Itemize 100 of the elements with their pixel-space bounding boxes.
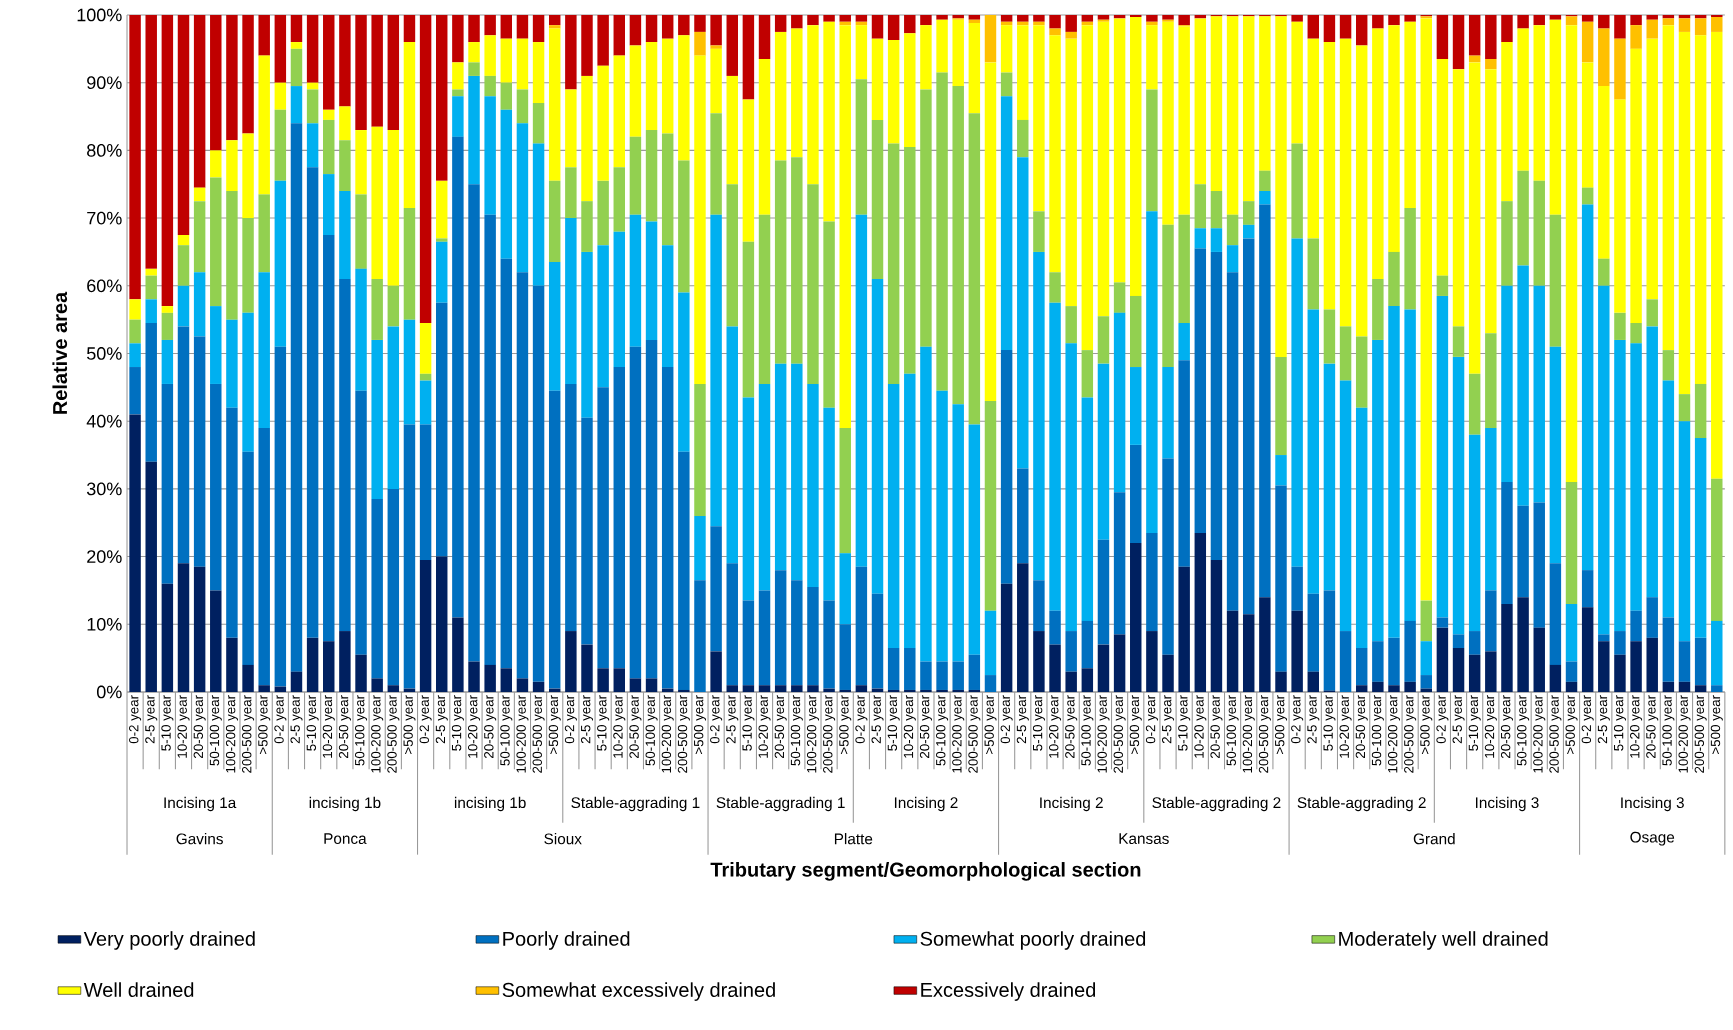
x-tick-label: 0-2 year bbox=[1000, 695, 1013, 744]
x-tick-label: 20-50 year bbox=[1500, 695, 1513, 758]
x-tick-label: 0-2 year bbox=[1581, 695, 1594, 744]
x-tick-label: 10-20 year bbox=[1194, 695, 1207, 758]
x-tick-label: 20-50 year bbox=[1210, 695, 1223, 758]
x-tick-label: 10-20 year bbox=[177, 695, 190, 758]
x-tick-label: >500 year bbox=[1565, 695, 1578, 754]
x-tick-label: 50-100 year bbox=[1517, 695, 1530, 766]
y-tick-label: 80% bbox=[87, 144, 122, 157]
text: Osage bbox=[1630, 831, 1675, 846]
x-tick-label: 20-50 year bbox=[919, 695, 932, 758]
x-tick-label: >500 year bbox=[693, 695, 706, 754]
y-tick-label: 30% bbox=[86, 482, 122, 496]
x-tick-label: 0-2 year bbox=[855, 695, 868, 744]
x-tick-label: 50-100 year bbox=[936, 695, 949, 766]
x-tick-label: 2-5 year bbox=[1597, 695, 1610, 744]
text: Gavins bbox=[176, 833, 223, 845]
x-tick-label: >500 year bbox=[258, 695, 271, 754]
x-tick-label: 50-100 year bbox=[1371, 695, 1384, 766]
y-tick-label: 10% bbox=[87, 617, 122, 631]
text: Sioux bbox=[544, 833, 582, 845]
x-tick-label: 2-5 year bbox=[1307, 695, 1320, 744]
x-tick-label: 5-10 year bbox=[887, 695, 900, 751]
x-tick-label: >500 year bbox=[1420, 695, 1433, 754]
text: Stable-aggrading 2 bbox=[1152, 796, 1281, 812]
x-tick-label: 200-500 year bbox=[677, 695, 690, 773]
x-tick-label: 200-500 year bbox=[1258, 695, 1271, 773]
x-tick-label: 0-2 year bbox=[710, 695, 723, 744]
x-tick-label: 0-2 year bbox=[1145, 695, 1158, 744]
legend-label: Very poorly drained bbox=[83, 931, 255, 950]
text: Grand bbox=[1413, 833, 1455, 845]
text: Incising 1a bbox=[164, 796, 237, 812]
x-tick-label: 20-50 year bbox=[774, 695, 787, 758]
x-tick-label: 200-500 year bbox=[1549, 695, 1562, 773]
x-tick-label: 20-50 year bbox=[629, 695, 642, 758]
x-tick-label: >500 year bbox=[548, 695, 561, 754]
x-tick-label: >500 year bbox=[1710, 695, 1723, 754]
text: Ponca bbox=[324, 833, 367, 845]
x-tick-label: 5-10 year bbox=[1323, 695, 1336, 751]
y-tick-label: 20% bbox=[87, 550, 122, 563]
x-tick-label: 0-2 year bbox=[129, 695, 142, 744]
x-tick-label: 200-500 year bbox=[1404, 695, 1417, 773]
x-tick-label: 10-20 year bbox=[1630, 695, 1643, 758]
x-tick-label: 2-5 year bbox=[1016, 695, 1029, 744]
y-tick-label: 70% bbox=[87, 211, 122, 225]
legend-label: Moderately well drained bbox=[1339, 931, 1548, 950]
x-tick-label: 100-200 year bbox=[1242, 695, 1255, 773]
x-tick-label: 200-500 year bbox=[823, 695, 836, 773]
x-tick-label: 200-500 year bbox=[1113, 695, 1126, 773]
x-tick-label: 5-10 year bbox=[1178, 695, 1191, 751]
x-tick-label: 100-200 year bbox=[225, 695, 238, 773]
y-tick-label: 50% bbox=[86, 347, 122, 360]
x-tick-label: 10-20 year bbox=[903, 695, 916, 758]
y-tick-label: 60% bbox=[87, 279, 122, 293]
x-tick-label: 2-5 year bbox=[726, 695, 739, 744]
x-tick-label: 5-10 year bbox=[451, 695, 464, 751]
y-tick-label: 40% bbox=[86, 414, 122, 428]
x-tick-label: 50-100 year bbox=[645, 695, 658, 766]
x-tick-label: 2-5 year bbox=[580, 695, 594, 744]
text: Incising 3 bbox=[1475, 796, 1539, 812]
x-tick-label: 5-10 year bbox=[161, 695, 174, 751]
x-tick-label: 0-2 year bbox=[274, 695, 287, 744]
text: Incising 2 bbox=[1040, 796, 1103, 812]
x-tick-label: 100-200 year bbox=[1533, 695, 1546, 773]
x-tick-label: 2-5 year bbox=[435, 695, 448, 744]
x-tick-label: 5-10 year bbox=[306, 695, 319, 751]
x-tick-label: 100-200 year bbox=[516, 695, 529, 773]
x-tick-label: 5-10 year bbox=[1468, 695, 1481, 751]
legend-label: Poorly drained bbox=[503, 931, 630, 950]
x-tick-label: 200-500 year bbox=[532, 695, 545, 773]
x-tick-label: >500 year bbox=[1129, 695, 1142, 754]
x-tick-label: 100-200 year bbox=[371, 695, 384, 773]
x-tick-label: 5-10 year bbox=[742, 695, 755, 751]
x-tick-label: 20-50 year bbox=[484, 695, 497, 758]
text: incising 1b bbox=[309, 796, 381, 812]
y-tick-label: 100% bbox=[77, 8, 122, 22]
x-tick-label: 20-50 year bbox=[1646, 695, 1659, 758]
x-tick-label: 200-500 year bbox=[242, 695, 255, 773]
x-tick-label: >500 year bbox=[403, 695, 416, 754]
x-tick-label: 20-50 year bbox=[1065, 695, 1078, 758]
x-tick-label: 50-100 year bbox=[1081, 695, 1094, 766]
text: Stable-aggrading 2 bbox=[1297, 796, 1426, 812]
x-tick-label: 50-100 year bbox=[790, 695, 803, 766]
x-tick-label: 20-50 year bbox=[338, 695, 351, 758]
x-tick-label: 10-20 year bbox=[1339, 695, 1352, 758]
x-tick-label: 200-500 year bbox=[968, 695, 981, 773]
x-tick-label: 2-5 year bbox=[1452, 695, 1465, 744]
y-axis-title: Relative area bbox=[52, 291, 68, 414]
x-tick-label: 50-100 year bbox=[355, 695, 368, 766]
x-tick-label: 100-200 year bbox=[1097, 695, 1110, 773]
text: Stable-aggrading 1 bbox=[716, 796, 845, 812]
x-tick-label: 100-200 year bbox=[952, 695, 965, 773]
x-tick-label: 50-100 year bbox=[1662, 695, 1675, 766]
x-tick-label: 2-5 year bbox=[290, 695, 303, 744]
x-tick-label: 10-20 year bbox=[1049, 695, 1062, 758]
x-tick-label: >500 year bbox=[984, 695, 997, 754]
x-tick-label: >500 year bbox=[1274, 695, 1288, 754]
x-tick-label: 50-100 year bbox=[209, 695, 222, 766]
x-axis-title: Tributary segment/Geomorphological section bbox=[710, 862, 1141, 881]
x-tick-label: 20-50 year bbox=[193, 695, 206, 758]
